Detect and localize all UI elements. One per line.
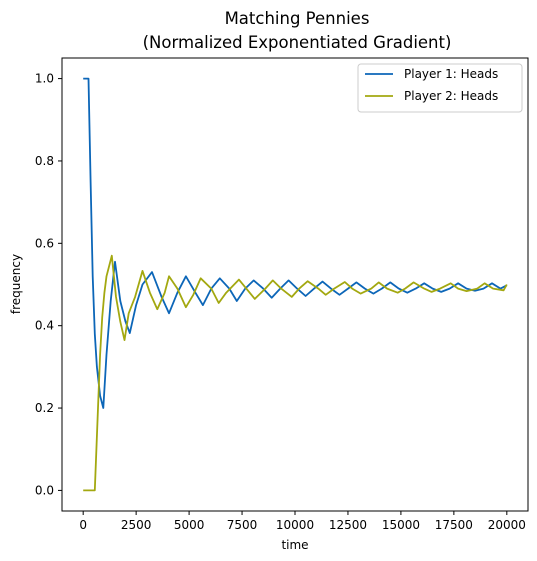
x-tick-label: 20000 (488, 518, 526, 532)
x-tick-label: 5000 (174, 518, 205, 532)
legend-label-player-1: Player 1: Heads (404, 67, 498, 81)
y-tick-label: 1.0 (35, 72, 54, 86)
x-tick-label: 12500 (329, 518, 367, 532)
y-tick-label: 0.8 (35, 154, 54, 168)
y-tick-label: 0.6 (35, 236, 54, 250)
legend: Player 1: Heads Player 2: Heads (357, 63, 523, 113)
x-tick-label: 10000 (276, 518, 314, 532)
y-tick-label: 0.0 (35, 483, 54, 497)
y-axis: 0.0 0.2 0.4 0.6 0.8 1.0 (35, 72, 62, 497)
chart-title-line-2: (Normalized Exponentiated Gradient) (143, 33, 452, 52)
chart-title: Matching Pennies (Normalized Exponentiat… (143, 9, 452, 52)
x-tick-label: 2500 (121, 518, 152, 532)
series-line-player-2 (83, 254, 508, 492)
x-tick-label: 0 (79, 518, 87, 532)
series-layer (83, 77, 508, 492)
plot-frame (61, 57, 529, 512)
x-tick-label: 7500 (227, 518, 258, 532)
chart-title-line-1: Matching Pennies (225, 9, 370, 28)
y-tick-label: 0.4 (35, 319, 54, 333)
x-axis: 0 2500 5000 7500 10000 12500 15000 17500 20000 (79, 511, 526, 532)
y-axis-label: frequency (9, 254, 23, 314)
legend-label-player-2: Player 2: Heads (404, 89, 498, 103)
x-tick-label: 15000 (382, 518, 420, 532)
legend-box (357, 63, 523, 113)
series-line-player-1 (83, 77, 508, 409)
y-tick-label: 0.2 (35, 401, 54, 415)
x-axis-label: time (281, 538, 308, 552)
x-tick-label: 17500 (435, 518, 473, 532)
